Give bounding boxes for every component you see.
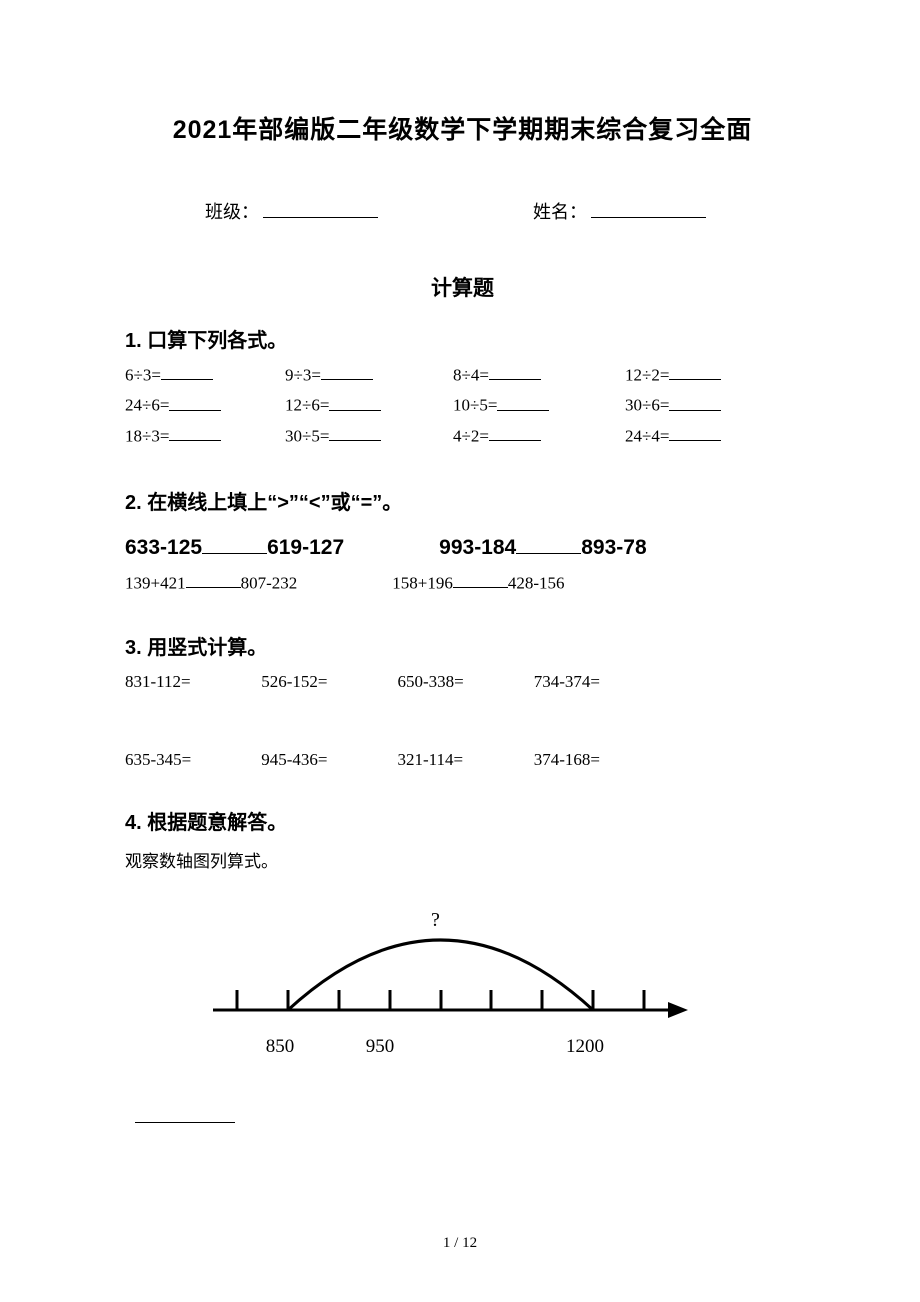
q1-item: 24÷6= xyxy=(125,395,285,415)
q1-item: 10÷5= xyxy=(453,395,625,415)
q2-expr: 158+196 xyxy=(392,573,453,592)
name-label: 姓名： xyxy=(533,198,587,224)
numberline-svg: ? 850 950 1200 xyxy=(193,892,703,1080)
q3-item: 831-112= xyxy=(125,672,257,692)
q2-expr: 139+421 xyxy=(125,573,186,592)
svg-text:950: 950 xyxy=(366,1036,395,1057)
q2-expr: 619-127 xyxy=(267,536,344,559)
q1-expr: 30÷6= xyxy=(625,396,669,415)
answer-line-wrap xyxy=(125,1107,800,1128)
q2-expr: 633-125 xyxy=(125,536,202,559)
q2-expr: 993-184 xyxy=(439,536,516,559)
q2-row1: 633-125 619-127 993-184 893-78 xyxy=(125,535,800,560)
class-field: 班级： xyxy=(205,198,378,224)
q1-item: 6÷3= xyxy=(125,365,285,385)
q3-item: 526-152= xyxy=(261,672,393,692)
q2-expr: 428-156 xyxy=(508,573,565,592)
q2-expr: 807-232 xyxy=(241,573,298,592)
numberline-diagram: ? 850 950 1200 xyxy=(125,892,800,1085)
q1-item: 4÷2= xyxy=(453,426,625,446)
q4-heading: 4. 根据题意解答。 xyxy=(125,806,800,835)
class-label: 班级： xyxy=(205,198,259,224)
answer-blank[interactable] xyxy=(169,426,221,441)
class-blank[interactable] xyxy=(263,200,378,218)
svg-text:1200: 1200 xyxy=(566,1036,604,1057)
q4-body: 观察数轴图列算式。 xyxy=(125,847,800,872)
answer-blank[interactable] xyxy=(329,426,381,441)
answer-blank[interactable] xyxy=(161,365,213,380)
q1-item: 12÷2= xyxy=(625,365,780,385)
compare-blank[interactable] xyxy=(186,573,241,588)
q1-expr: 4÷2= xyxy=(453,426,489,445)
answer-blank[interactable] xyxy=(497,395,549,410)
q1-item: 12÷6= xyxy=(285,395,453,415)
info-row: 班级： 姓名： xyxy=(125,198,800,224)
q3-item: 945-436= xyxy=(261,750,393,770)
q1-expr: 9÷3= xyxy=(285,365,321,384)
q1-expr: 10÷5= xyxy=(453,396,497,415)
q3-item: 374-168= xyxy=(534,750,666,770)
q1-heading: 1. 口算下列各式。 xyxy=(125,324,800,353)
compare-blank[interactable] xyxy=(202,535,267,554)
compare-blank[interactable] xyxy=(516,535,581,554)
q1-expr: 24÷4= xyxy=(625,426,669,445)
page-number: 1 / 12 xyxy=(0,1235,920,1252)
q3-item: 321-114= xyxy=(398,750,530,770)
answer-blank[interactable] xyxy=(669,365,721,380)
answer-blank[interactable] xyxy=(329,395,381,410)
q1-expr: 12÷6= xyxy=(285,396,329,415)
answer-blank[interactable] xyxy=(169,395,221,410)
q1-expr: 30÷5= xyxy=(285,426,329,445)
q1-expr: 24÷6= xyxy=(125,396,169,415)
q3-item: 635-345= xyxy=(125,750,257,770)
q1-item: 18÷3= xyxy=(125,426,285,446)
q1-item: 30÷6= xyxy=(625,395,780,415)
answer-blank[interactable] xyxy=(135,1107,235,1123)
answer-blank[interactable] xyxy=(321,365,373,380)
answer-blank[interactable] xyxy=(669,395,721,410)
compare-blank[interactable] xyxy=(453,573,508,588)
q3-row2: 635-345= 945-436= 321-114= 374-168= xyxy=(125,750,800,770)
q3-item: 650-338= xyxy=(398,672,530,692)
name-blank[interactable] xyxy=(591,200,706,218)
svg-text:?: ? xyxy=(431,909,440,931)
subtitle: 计算题 xyxy=(125,272,800,302)
q2-row2: 139+421 807-232 158+196 428-156 xyxy=(125,573,800,593)
q3-item: 734-374= xyxy=(534,672,666,692)
q1-item: 30÷5= xyxy=(285,426,453,446)
q1-item: 24÷4= xyxy=(625,426,780,446)
q1-expr: 18÷3= xyxy=(125,426,169,445)
q1-expr: 8÷4= xyxy=(453,365,489,384)
q1-item: 8÷4= xyxy=(453,365,625,385)
q3-heading: 3. 用竖式计算。 xyxy=(125,631,800,660)
q1-item: 9÷3= xyxy=(285,365,453,385)
q3-row1: 831-112= 526-152= 650-338= 734-374= xyxy=(125,672,800,692)
answer-blank[interactable] xyxy=(489,365,541,380)
q2-heading: 2. 在横线上填上“>”“<”或“=”。 xyxy=(125,486,800,515)
name-field: 姓名： xyxy=(533,198,706,224)
answer-blank[interactable] xyxy=(489,426,541,441)
q1-expr: 6÷3= xyxy=(125,365,161,384)
answer-blank[interactable] xyxy=(669,426,721,441)
q1-expr: 12÷2= xyxy=(625,365,669,384)
doc-title: 2021年部编版二年级数学下学期期末综合复习全面 xyxy=(125,110,800,146)
svg-text:850: 850 xyxy=(266,1036,295,1057)
q2-expr: 893-78 xyxy=(581,536,646,559)
q1-grid: 6÷3= 9÷3= 8÷4= 12÷2= 24÷6= 12÷6= 10÷5= 3… xyxy=(125,365,800,446)
